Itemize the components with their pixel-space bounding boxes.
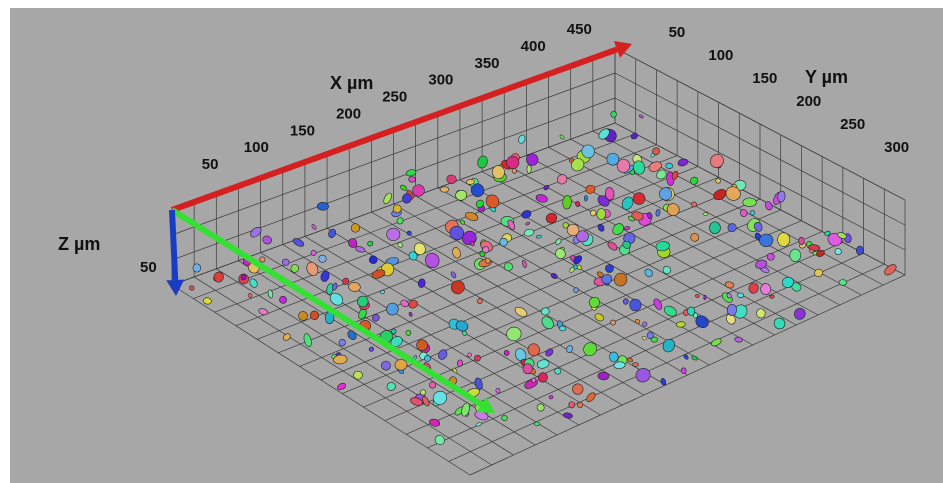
object-blob	[623, 298, 628, 304]
object-blob	[534, 422, 539, 426]
x-tick-label: 50	[202, 156, 219, 173]
y-tick-label: 200	[796, 93, 821, 110]
object-blob	[798, 237, 804, 245]
object-blob	[704, 212, 708, 215]
object-blob	[598, 372, 610, 380]
object-blob	[839, 279, 847, 285]
object-blob	[193, 264, 201, 272]
object-blob	[610, 111, 617, 118]
x-tick-label: 350	[475, 55, 500, 72]
object-blob	[709, 222, 720, 234]
z-tick-label: 50	[140, 259, 157, 276]
y-tick-label: 100	[708, 47, 733, 64]
z-arrow	[172, 210, 175, 280]
y-tick-label: 150	[752, 70, 777, 87]
object-blob	[610, 320, 615, 326]
object-blob	[523, 363, 533, 374]
object-blob	[777, 233, 789, 247]
x-tick-label: 100	[244, 139, 269, 156]
object-blob	[856, 246, 864, 255]
render-view: X µm Y µm Z µm 50 50 100 150 200 250 300 350 40…	[0, 0, 943, 483]
object-blob	[406, 330, 411, 335]
object-blob	[760, 283, 770, 294]
object-blob	[769, 295, 774, 299]
object-blob	[501, 415, 507, 421]
object-blob	[466, 179, 475, 184]
object-blob	[676, 322, 685, 328]
object-blob	[743, 198, 757, 207]
object-blob	[569, 158, 574, 163]
object-blob	[387, 228, 400, 241]
object-blob	[408, 176, 415, 182]
object-blob	[666, 163, 673, 169]
x-tick-label: 200	[336, 105, 361, 122]
y-tick-label: 300	[884, 139, 909, 156]
object-blob	[575, 201, 580, 207]
object-blob	[407, 231, 412, 236]
object-blob	[440, 187, 449, 192]
object-blob	[319, 255, 327, 262]
x-tick-label: 150	[290, 122, 315, 139]
object-blob	[632, 363, 639, 367]
x-axis-label: X µm	[330, 73, 373, 93]
object-blob	[704, 295, 707, 300]
x-tick-label: 400	[521, 38, 546, 55]
y-tick-label: 250	[840, 116, 865, 133]
object-blob	[597, 209, 606, 220]
object-blob	[569, 401, 575, 408]
object-blob	[317, 202, 328, 210]
z-axis-label: Z µm	[58, 234, 100, 254]
object-blob	[790, 249, 801, 262]
object-blob	[291, 264, 299, 272]
object-blob	[609, 352, 618, 362]
object-blob	[559, 326, 566, 331]
x-tick-label: 300	[428, 72, 453, 89]
object-blob	[687, 307, 695, 316]
object-blob	[282, 259, 290, 266]
x-tick-label: 250	[382, 89, 407, 106]
x-tick-label: 450	[567, 21, 592, 38]
y-tick-label: 50	[669, 24, 686, 41]
object-blob	[681, 368, 687, 374]
object-blob	[728, 223, 737, 231]
object-blob	[536, 235, 541, 238]
object-blob	[527, 165, 532, 174]
object-blob	[617, 159, 630, 172]
object-blob	[642, 322, 647, 327]
y-axis-label: Y µm	[805, 67, 848, 87]
object-blob	[695, 294, 699, 298]
object-blob	[584, 195, 587, 201]
object-blob	[651, 337, 658, 343]
